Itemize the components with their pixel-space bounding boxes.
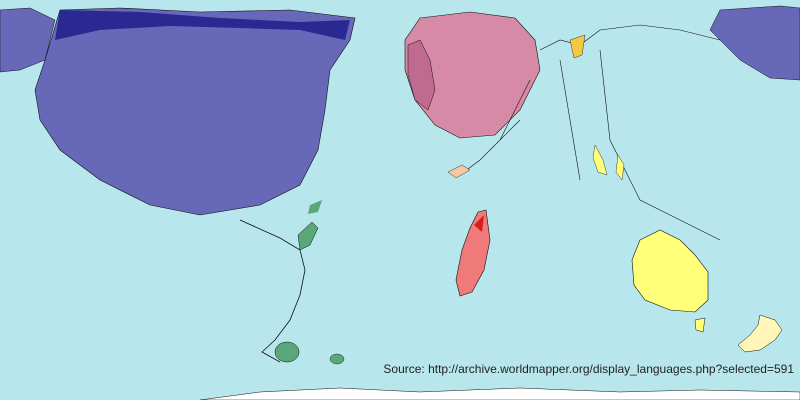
new-zealand-region xyxy=(737,314,783,353)
falklands-region xyxy=(274,341,300,363)
south-america-accent xyxy=(474,215,484,232)
alaska-fragment xyxy=(0,7,56,73)
southeast-asia-region xyxy=(592,144,608,176)
caribbean-region xyxy=(308,200,322,214)
britain-region xyxy=(407,39,436,111)
east-asia-fragment xyxy=(709,5,800,81)
australia-region xyxy=(631,229,709,313)
central-america-region xyxy=(297,221,319,251)
india-region xyxy=(569,34,586,59)
europe-region xyxy=(404,11,541,139)
north-america-arctic-region xyxy=(55,10,350,40)
antarctica-region xyxy=(199,387,800,400)
source-attribution: Source: http://archive.worldmapper.org/d… xyxy=(383,362,794,376)
middle-east-region xyxy=(447,164,471,179)
north-america-region xyxy=(34,7,356,216)
americas-spine-line xyxy=(239,219,306,363)
indonesia-region xyxy=(615,154,625,181)
africa-asia-lines xyxy=(459,24,721,241)
tasmania-region xyxy=(694,317,706,333)
south-island-region xyxy=(329,353,345,365)
